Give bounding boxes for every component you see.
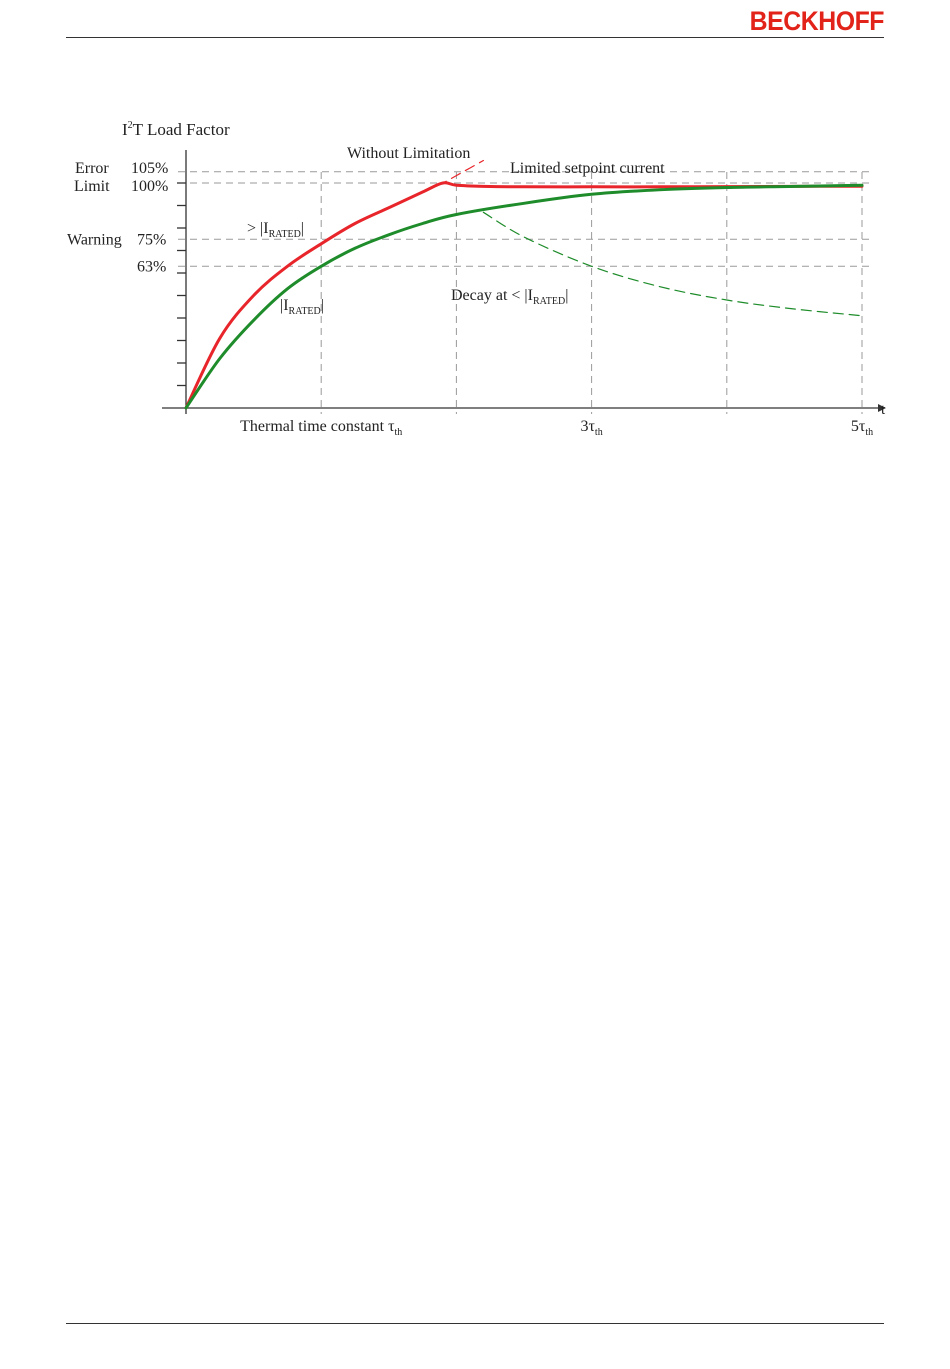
series-over-current (184, 181, 864, 410)
annotation-decay: Decay at < |IRATED| (451, 287, 568, 307)
curves (184, 159, 864, 410)
beckhoff-logo: BECKHOFF (749, 6, 885, 36)
header-rule (66, 37, 884, 38)
y-level-name-75: Warning (67, 231, 122, 248)
series-decay (482, 211, 863, 317)
annotation-limited-setpoint: Limited setpoint current (510, 160, 665, 177)
y-level-name-105: Error (75, 160, 109, 177)
x-tick-labels: Thermal time constant τth 3τth 5τth (240, 418, 873, 438)
y-level-label-105: 105% (131, 160, 168, 177)
y-level-name-100: Limit (74, 178, 110, 195)
x-axis-arrow (878, 404, 886, 412)
y-level-labels: Error 105% Limit 100% Warning 75% 63% (67, 160, 168, 276)
axes (162, 150, 886, 414)
annotation-rated: |IRATED| (280, 297, 324, 317)
chart-title: I2T Load Factor (122, 120, 230, 139)
y-level-label-75: 75% (137, 231, 166, 248)
annotation-without-limitation: Without Limitation (347, 145, 470, 162)
x-tick-label-1: Thermal time constant τth (240, 418, 402, 438)
y-ticks (177, 182, 186, 387)
x-tick-label-5: 5τth (851, 418, 873, 438)
x-tick-label-3: 3τth (580, 418, 602, 438)
y-level-label-100: 100% (131, 178, 168, 195)
x-axis-label: t (881, 402, 886, 418)
grid (178, 171, 872, 414)
annotation-above-rated: > |IRATED| (247, 220, 304, 240)
footer-rule (66, 1323, 884, 1324)
series-rated-current (184, 183, 864, 410)
y-level-label-63: 63% (137, 258, 166, 275)
